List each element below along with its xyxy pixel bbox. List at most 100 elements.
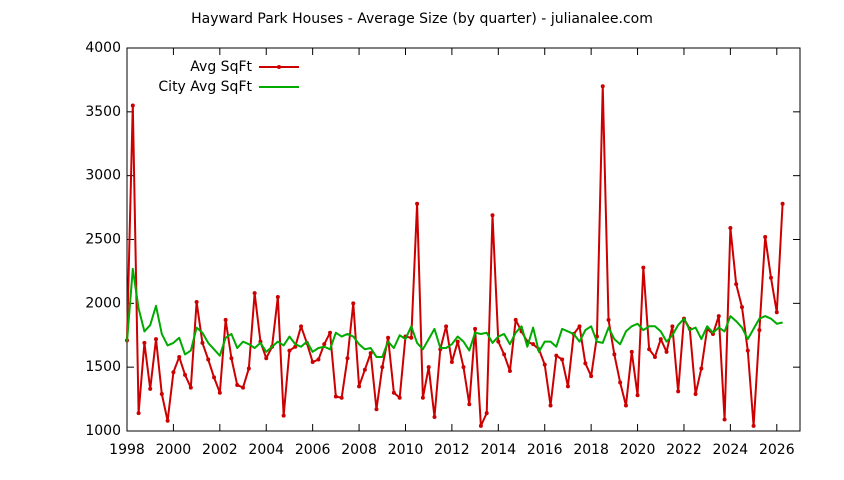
point bbox=[600, 84, 605, 89]
x-tick-label: 2006 bbox=[295, 442, 331, 458]
point bbox=[246, 366, 251, 371]
point bbox=[502, 352, 507, 357]
point bbox=[391, 390, 396, 395]
point bbox=[177, 354, 182, 359]
x-tick-label: 2002 bbox=[202, 442, 238, 458]
point bbox=[606, 317, 611, 322]
point bbox=[136, 411, 141, 416]
point bbox=[142, 340, 147, 345]
x-tick-label: 2020 bbox=[620, 442, 656, 458]
point bbox=[763, 234, 768, 239]
legend-label: City Avg SqFt bbox=[158, 79, 252, 95]
point bbox=[670, 324, 675, 329]
y-tick-label: 1500 bbox=[85, 359, 121, 375]
point bbox=[362, 367, 367, 372]
point bbox=[229, 356, 234, 361]
point bbox=[299, 324, 304, 329]
point bbox=[357, 384, 362, 389]
point bbox=[130, 103, 135, 108]
point bbox=[328, 330, 333, 335]
point bbox=[478, 423, 483, 428]
point bbox=[397, 395, 402, 400]
point bbox=[264, 356, 269, 361]
x-tick-label: 2024 bbox=[713, 442, 749, 458]
point bbox=[473, 326, 478, 331]
point bbox=[728, 226, 733, 231]
point bbox=[333, 394, 338, 399]
chart-title: Hayward Park Houses - Average Size (by q… bbox=[191, 11, 653, 27]
point bbox=[577, 324, 582, 329]
point bbox=[780, 201, 785, 206]
point bbox=[734, 282, 739, 287]
point bbox=[716, 314, 721, 319]
y-tick-label: 1000 bbox=[85, 423, 121, 439]
point bbox=[739, 305, 744, 310]
point bbox=[217, 390, 222, 395]
point bbox=[676, 389, 681, 394]
point bbox=[287, 348, 292, 353]
point bbox=[664, 349, 669, 354]
point bbox=[542, 362, 547, 367]
point bbox=[252, 291, 257, 296]
point bbox=[554, 353, 559, 358]
point bbox=[629, 349, 634, 354]
point bbox=[235, 383, 240, 388]
point bbox=[339, 395, 344, 400]
x-tick-label: 2022 bbox=[666, 442, 702, 458]
point bbox=[223, 317, 228, 322]
point bbox=[426, 365, 431, 370]
point bbox=[757, 328, 762, 333]
point bbox=[148, 386, 153, 391]
point bbox=[768, 275, 773, 280]
y-tick-label: 2000 bbox=[85, 295, 121, 311]
x-tick-label: 2010 bbox=[388, 442, 424, 458]
series-line bbox=[126, 85, 784, 427]
point bbox=[548, 403, 553, 408]
point bbox=[461, 365, 466, 370]
point bbox=[374, 407, 379, 412]
point bbox=[612, 352, 617, 357]
point bbox=[165, 418, 170, 423]
y-tick-label: 3500 bbox=[85, 104, 121, 120]
x-tick-label: 1998 bbox=[109, 442, 145, 458]
point bbox=[380, 365, 385, 370]
point bbox=[774, 310, 779, 315]
point bbox=[351, 301, 356, 306]
point bbox=[751, 423, 756, 428]
x-tick-label: 2016 bbox=[527, 442, 563, 458]
point bbox=[159, 391, 164, 396]
point bbox=[183, 372, 188, 377]
point bbox=[635, 393, 640, 398]
x-tick-label: 2026 bbox=[759, 442, 795, 458]
point bbox=[745, 348, 750, 353]
point bbox=[507, 368, 512, 373]
point bbox=[415, 201, 420, 206]
y-tick-label: 2500 bbox=[85, 232, 121, 248]
point bbox=[623, 403, 628, 408]
point bbox=[409, 335, 414, 340]
point bbox=[560, 357, 565, 362]
point bbox=[432, 414, 437, 419]
x-tick-label: 2004 bbox=[248, 442, 284, 458]
point bbox=[490, 213, 495, 218]
point bbox=[693, 391, 698, 396]
point bbox=[722, 417, 727, 422]
point bbox=[345, 356, 350, 361]
x-tick-label: 2018 bbox=[573, 442, 609, 458]
point bbox=[444, 324, 449, 329]
point bbox=[171, 370, 176, 375]
point bbox=[200, 340, 205, 345]
y-tick-label: 3000 bbox=[85, 168, 121, 184]
point bbox=[188, 385, 193, 390]
point bbox=[647, 347, 652, 352]
legend-marker bbox=[277, 65, 281, 69]
y-tick-label: 4000 bbox=[85, 40, 121, 56]
point bbox=[652, 354, 657, 359]
point bbox=[455, 339, 460, 344]
point bbox=[310, 360, 315, 365]
point bbox=[154, 337, 159, 342]
point bbox=[241, 385, 246, 390]
point bbox=[206, 357, 211, 362]
